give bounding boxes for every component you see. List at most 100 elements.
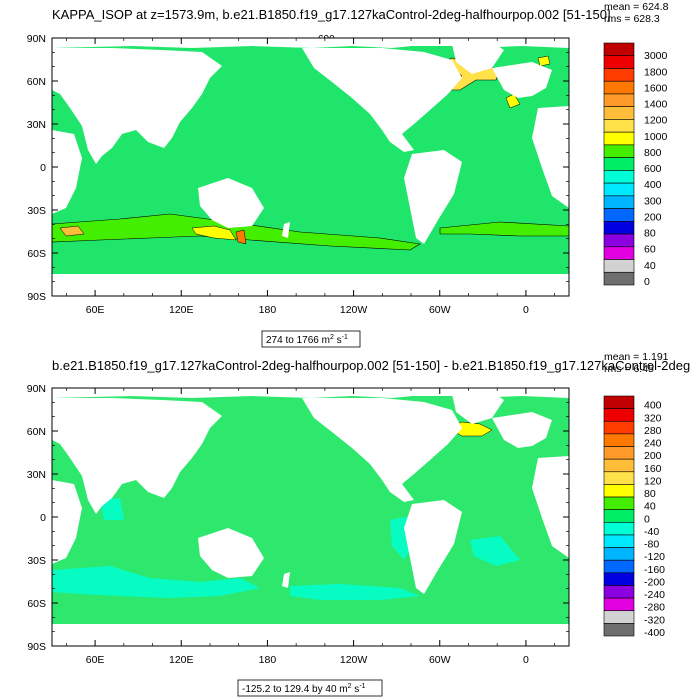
lon-tick-label: 60W bbox=[429, 654, 451, 666]
landmass bbox=[82, 476, 102, 514]
colorbar-label: 60 bbox=[644, 244, 656, 256]
panel-2-colorbar: 40032028024020016012080400-40-80-120-160… bbox=[603, 395, 665, 639]
panel-2-range-label: -125.2 to 129.4 by 40 m2 s-1 bbox=[237, 679, 383, 697]
lat-tick-label: 0 bbox=[40, 512, 46, 524]
colorbar-swatch bbox=[603, 597, 635, 612]
colorbar-swatch bbox=[603, 259, 635, 273]
landmass bbox=[404, 150, 462, 244]
lat-tick-label: 60N bbox=[27, 426, 46, 438]
landmass bbox=[382, 480, 414, 502]
panel-1-rms: rms = 628.3 bbox=[604, 13, 660, 25]
landmass bbox=[52, 130, 82, 214]
lat-tick-label: 30N bbox=[27, 119, 46, 131]
lat-tick-label: 60N bbox=[27, 76, 46, 88]
colorbar-label: -40 bbox=[644, 526, 659, 538]
lat-tick-label: 60S bbox=[27, 598, 46, 610]
landmass bbox=[198, 178, 264, 228]
colorbar-label: 400 bbox=[644, 179, 662, 191]
lon-tick-label: 120E bbox=[169, 654, 194, 666]
colorbar-swatch bbox=[603, 170, 635, 184]
colorbar-label: 240 bbox=[644, 438, 662, 450]
colorbar-label: 3000 bbox=[644, 50, 668, 62]
colorbar-label: 400 bbox=[644, 400, 662, 412]
colorbar-swatch bbox=[603, 509, 635, 523]
colorbar-swatch bbox=[603, 93, 635, 107]
colorbar-swatch bbox=[603, 195, 635, 209]
panel-2-map: 90N 60N 30N 0 30S 60S 90S 60E 120E 180 120W 60W 0 bbox=[27, 383, 570, 666]
colorbar-swatch bbox=[603, 233, 635, 248]
panel-1-hotspot bbox=[537, 55, 551, 67]
landmass bbox=[532, 106, 569, 208]
landmass bbox=[404, 500, 462, 594]
panel-1-title: KAPPA_ISOP at z=1573.9m, b.e21.B1850.f19… bbox=[52, 7, 611, 22]
colorbar-label: 1400 bbox=[644, 99, 668, 111]
landmass bbox=[282, 222, 290, 238]
colorbar-swatch bbox=[603, 572, 635, 586]
panel-2-ticks: 90N 60N 30N 0 30S 60S 90S 60E 120E 180 120W 60W 0 bbox=[27, 383, 569, 666]
landmass bbox=[82, 126, 102, 164]
colorbar-swatch bbox=[603, 420, 635, 435]
panel-1-south-atlantic-band bbox=[439, 221, 570, 237]
lat-tick-label: 90S bbox=[27, 641, 46, 653]
panel-1-range-text: 274 to 1766 m2 s-1 bbox=[266, 334, 348, 346]
panel-1-hotspot bbox=[235, 229, 247, 245]
colorbar-swatch bbox=[603, 144, 635, 158]
colorbar-label: 40 bbox=[644, 501, 656, 513]
panel-2-range-text: -125.2 to 129.4 by 40 m2 s-1 bbox=[242, 683, 366, 695]
colorbar-label: -240 bbox=[644, 589, 665, 601]
colorbar-swatch bbox=[603, 119, 635, 133]
panel-2-negative-area bbox=[470, 536, 520, 566]
landmass bbox=[382, 130, 414, 152]
colorbar-swatch bbox=[603, 106, 635, 120]
lon-tick-label: 60E bbox=[86, 304, 105, 316]
landmass bbox=[452, 42, 504, 74]
lat-tick-label: 30N bbox=[27, 469, 46, 481]
landmass bbox=[52, 480, 82, 564]
landmass bbox=[52, 624, 569, 646]
colorbar-swatch bbox=[603, 458, 635, 473]
panel-2-land bbox=[52, 388, 569, 646]
lon-tick-label: 120E bbox=[169, 304, 194, 316]
lon-tick-label: 60E bbox=[86, 654, 105, 666]
colorbar-label: -400 bbox=[644, 627, 665, 639]
colorbar-swatch bbox=[603, 182, 635, 197]
panel-2-rms: rms = 6.45 bbox=[604, 363, 654, 375]
landmass bbox=[492, 62, 552, 98]
colorbar-swatch bbox=[603, 246, 635, 260]
colorbar-label: 1600 bbox=[644, 82, 668, 94]
panel-2-range-box bbox=[237, 679, 383, 697]
lon-tick-label: 0 bbox=[523, 304, 529, 316]
colorbar-label: 1200 bbox=[644, 115, 668, 127]
colorbar-swatch bbox=[603, 559, 635, 574]
landmass bbox=[532, 456, 569, 558]
colorbar-swatch bbox=[603, 623, 635, 637]
lat-tick-label: 90N bbox=[27, 33, 46, 45]
colorbar-swatch bbox=[603, 471, 635, 485]
panel-2: b.e21.B1850.f19_g17.127kaControl-2deg-ha… bbox=[27, 351, 690, 697]
colorbar-swatch bbox=[603, 55, 635, 69]
colorbar-swatch bbox=[603, 610, 635, 624]
panel-1-hotspot bbox=[59, 225, 85, 237]
colorbar-label: 600 bbox=[644, 163, 662, 175]
colorbar-swatch bbox=[603, 484, 635, 498]
colorbar-label: -200 bbox=[644, 576, 665, 588]
lat-tick-label: 0 bbox=[40, 162, 46, 174]
colorbar-swatch bbox=[603, 157, 635, 171]
colorbar-swatch bbox=[603, 585, 635, 599]
colorbar-swatch bbox=[603, 208, 635, 222]
landmass bbox=[198, 528, 264, 578]
colorbar-label: 40 bbox=[644, 260, 656, 272]
colorbar-label: 1800 bbox=[644, 66, 668, 78]
panel-1-mean: mean = 624.8 bbox=[604, 1, 669, 13]
panel-2-negative-area bbox=[100, 498, 124, 520]
colorbar-label: -280 bbox=[644, 602, 665, 614]
colorbar-label: 0 bbox=[644, 276, 650, 288]
colorbar-label: -80 bbox=[644, 539, 659, 551]
colorbar-label: -160 bbox=[644, 564, 665, 576]
colorbar-label: 200 bbox=[644, 211, 662, 223]
colorbar-label: 800 bbox=[644, 147, 662, 159]
lat-tick-label: 90S bbox=[27, 291, 46, 303]
colorbar-swatch bbox=[603, 395, 635, 409]
colorbar-swatch bbox=[603, 68, 635, 82]
lon-tick-label: 0 bbox=[523, 654, 529, 666]
